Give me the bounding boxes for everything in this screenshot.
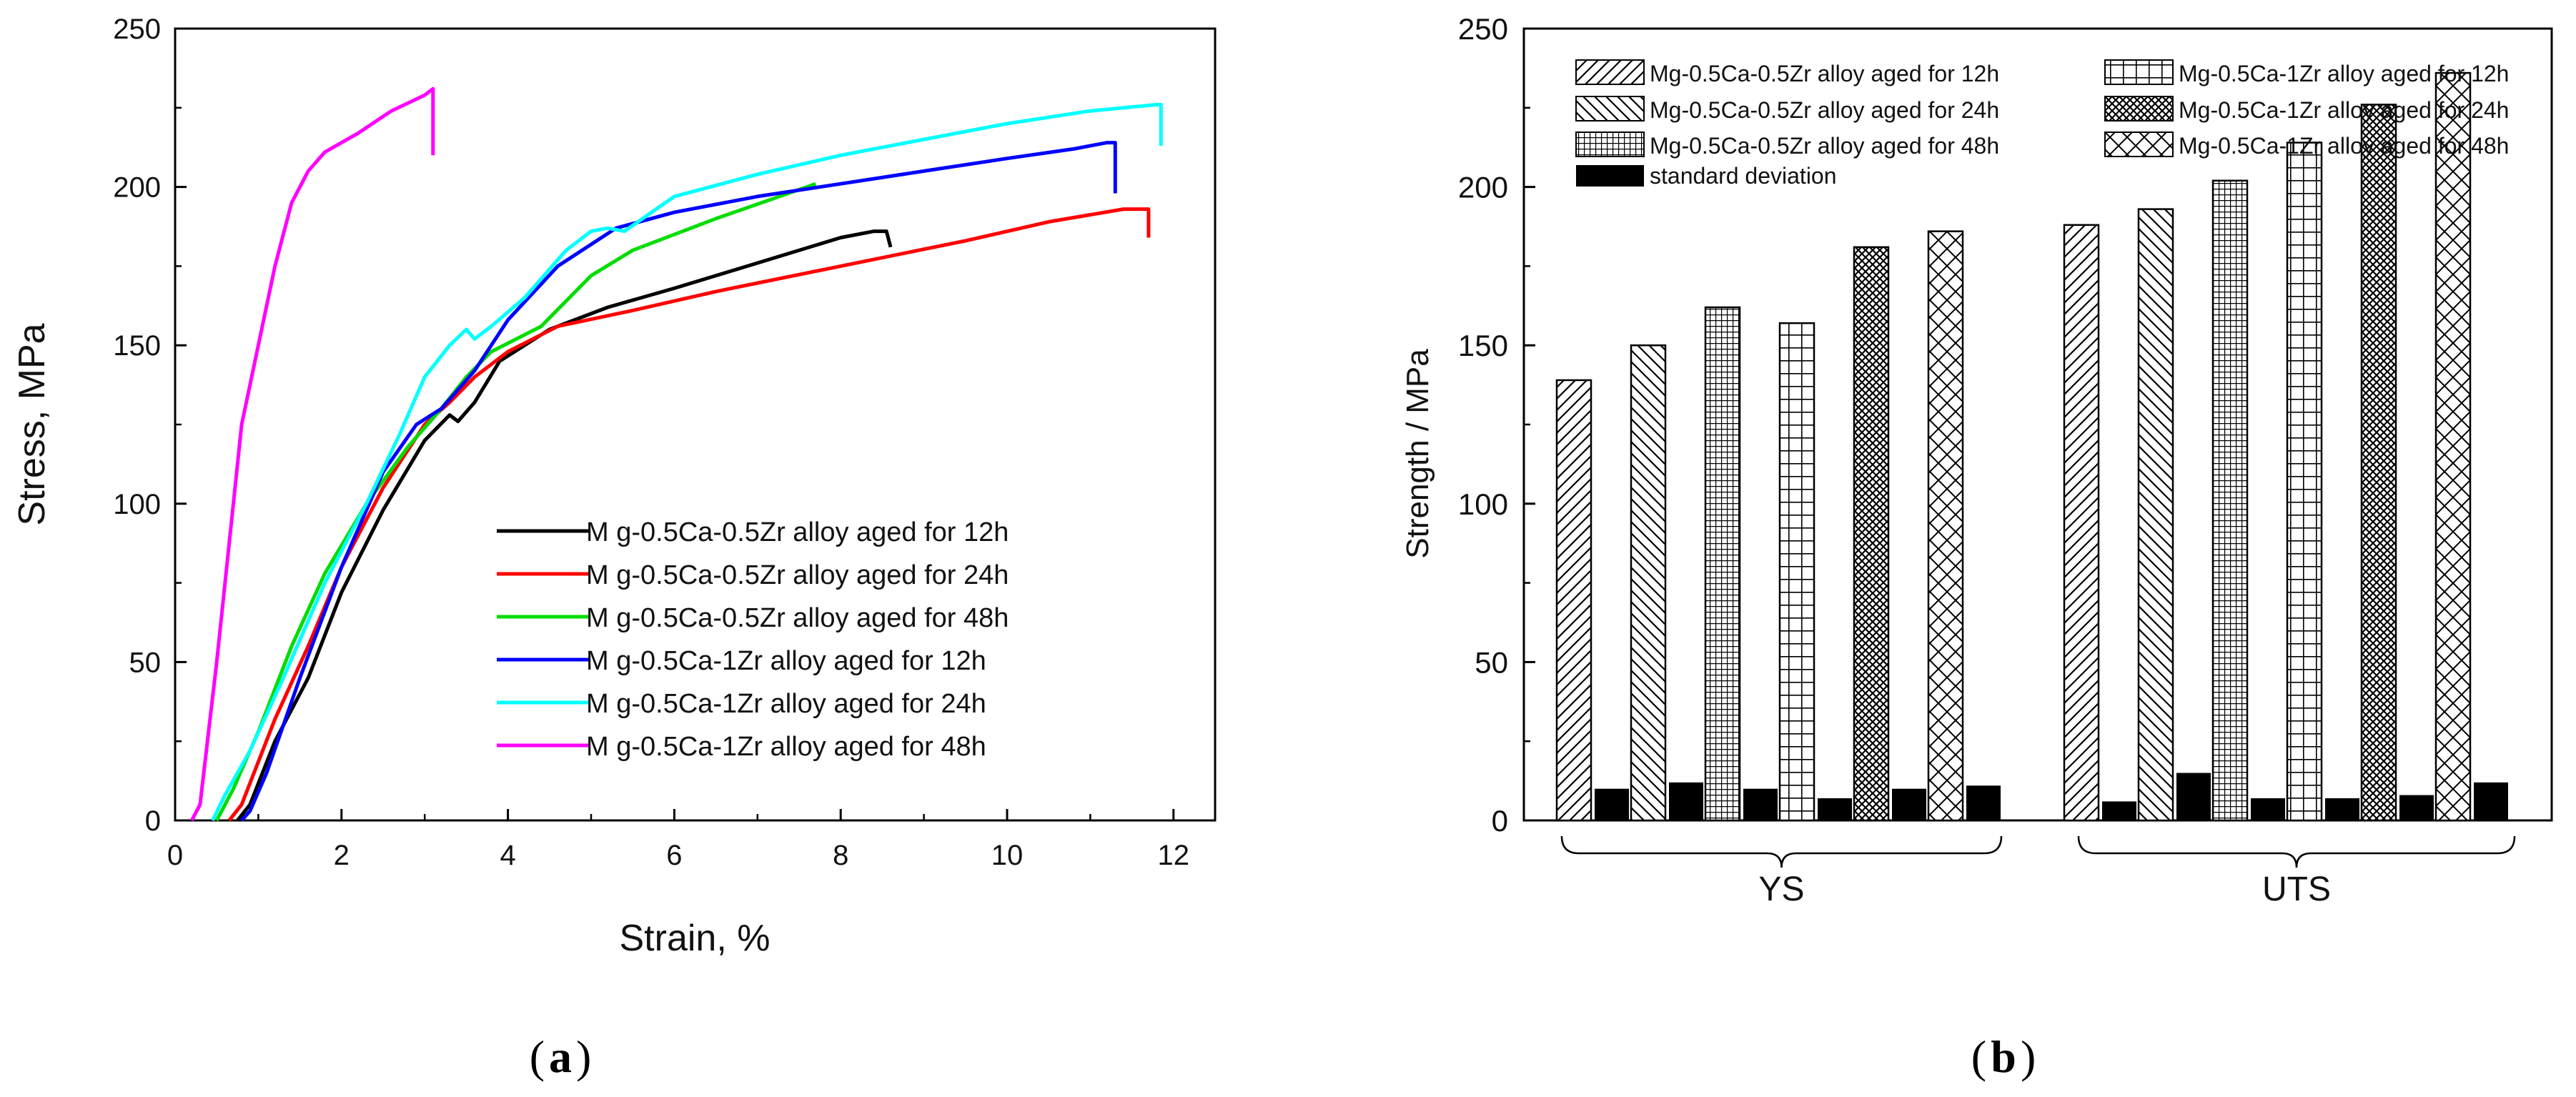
group-brace-ys — [1560, 835, 2003, 868]
std-bar-uts-2 — [2176, 773, 2211, 820]
bar-ys-3 — [1704, 306, 1741, 822]
legend-label-a-3: M g-0.5Ca-0.5Zr alloy aged for 48h — [586, 603, 1009, 633]
std-bar-uts-6 — [2474, 782, 2508, 820]
group-brace-uts — [2077, 835, 2516, 868]
bar-ys-4 — [1778, 322, 1815, 822]
y-tick-label-b: 50 — [1475, 645, 1508, 679]
bar-uts-6 — [2434, 71, 2472, 822]
bar-uts-5 — [2360, 104, 2397, 822]
series-line-4 — [240, 141, 1117, 822]
x-tick-label-a: 8 — [833, 840, 848, 871]
group-label-uts: UTS — [2262, 870, 2331, 908]
y-tick-label-b: 150 — [1458, 329, 1508, 362]
legend-b: Mg-0.5Ca-0.5Zr alloy aged for 12h Mg-0.5C… — [1575, 59, 2509, 189]
bars-b — [1555, 71, 2508, 822]
x-tick-label-a: 4 — [500, 840, 515, 871]
legend-label-a-2: M g-0.5Ca-0.5Zr alloy aged for 24h — [586, 560, 1009, 590]
bar-uts-2 — [2137, 208, 2174, 822]
std-bar-ys-3 — [1743, 788, 1778, 820]
legend-a: M g-0.5Ca-0.5Zr alloy aged for 12h M g-0.… — [497, 517, 1009, 762]
x-axis-label-a: Strain, % — [620, 918, 771, 959]
y-axis-a: 0 50 100 150 200 250 — [113, 14, 187, 837]
y-axis-b: 0 50 100 150 200 250 — [1458, 12, 1535, 838]
series-line-6 — [190, 86, 435, 822]
y-tick-label-a: 150 — [113, 330, 161, 362]
y-tick-label-a: 0 — [145, 805, 161, 837]
svg-text:(: ( — [530, 1031, 545, 1082]
std-bar-ys-4 — [1818, 798, 1852, 820]
bar-uts-3 — [2211, 179, 2249, 822]
std-bar-ys-6 — [1966, 785, 2001, 820]
legend-label-b-1: Mg-0.5Ca-0.5Zr alloy aged for 12h — [1650, 61, 1999, 86]
legend-label-a-5: M g-0.5Ca-1Zr alloy aged for 24h — [586, 689, 986, 719]
y-tick-label-a: 50 — [129, 647, 162, 678]
y-tick-label-a: 200 — [113, 172, 161, 204]
std-bar-ys-5 — [1892, 788, 1926, 820]
std-bar-uts-1 — [2102, 801, 2136, 820]
y-axis-label-b: Strength / MPa — [1400, 349, 1435, 559]
legend-label-b-2: Mg-0.5Ca-0.5Zr alloy aged for 24h — [1650, 97, 1999, 123]
std-bar-uts-3 — [2251, 798, 2285, 820]
std-bar-ys-1 — [1595, 788, 1629, 820]
legend-swatch-b-4 — [2104, 59, 2174, 85]
svg-text:(: ( — [1971, 1031, 1986, 1082]
legend-label-a-1: M g-0.5Ca-0.5Zr alloy aged for 12h — [586, 517, 1009, 547]
legend-label-a-4: M g-0.5Ca-1Zr alloy aged for 12h — [586, 646, 986, 676]
y-tick-label-b: 200 — [1458, 171, 1508, 204]
group-label-ys: YS — [1758, 870, 1804, 908]
y-tick-label-a: 100 — [113, 489, 161, 520]
legend-swatch-b-3 — [1575, 131, 1645, 157]
y-tick-label-b: 100 — [1458, 487, 1508, 521]
legend-label-b-6: Mg-0.5Ca-1Zr alloy aged for 48h — [2179, 133, 2509, 159]
bar-ys-1 — [1555, 379, 1592, 822]
y-tick-label-b: 250 — [1458, 12, 1508, 46]
series-line-3 — [214, 182, 817, 822]
legend-label-b-3: Mg-0.5Ca-0.5Zr alloy aged for 48h — [1650, 133, 1999, 159]
bar-ys-6 — [1927, 230, 1964, 822]
caption-letter-b: b — [1991, 1031, 2016, 1082]
legend-swatch-b-6 — [2104, 131, 2174, 157]
x-tick-label-a: 2 — [334, 840, 350, 871]
std-bar-uts-5 — [2399, 795, 2434, 820]
x-tick-label-a: 6 — [666, 840, 682, 871]
caption-b: ( b ) — [1971, 1031, 2036, 1082]
series-line-1 — [236, 229, 893, 822]
series-line-2 — [227, 207, 1151, 822]
x-axis-a: 0 2 4 6 8 10 12 — [167, 809, 1189, 871]
group-braces-b: YS UTS — [1560, 835, 2516, 908]
x-tick-label-a: 10 — [991, 840, 1024, 871]
svg-text:): ) — [2021, 1031, 2036, 1082]
legend-swatch-std — [1576, 165, 1644, 187]
y-tick-label-b: 0 — [1492, 804, 1508, 838]
legend-swatch-b-1 — [1575, 59, 1645, 85]
svg-text:): ) — [576, 1031, 591, 1082]
legend-label-std: standard deviation — [1650, 163, 1837, 189]
legend-swatch-b-5 — [2104, 96, 2174, 121]
legend-swatch-b-2 — [1575, 96, 1645, 121]
stress-strain-chart: 0 2 4 6 8 10 12 0 50 100 150 200 250 M g-0.5Ca-0.5Z… — [11, 14, 1217, 959]
x-tick-label-a: 0 — [167, 840, 183, 871]
strength-bar-chart: 0 50 100 150 200 250 YS UTS Mg-0.5Ca-0.5Zr all… — [1400, 12, 2553, 908]
bar-uts-4 — [2286, 142, 2323, 822]
caption-letter-a: a — [549, 1031, 572, 1082]
x-tick-label-a: 12 — [1158, 840, 1190, 871]
std-bar-uts-4 — [2325, 798, 2359, 820]
std-bar-ys-2 — [1669, 782, 1703, 820]
legend-label-b-5: Mg-0.5Ca-1Zr alloy aged for 24h — [2179, 97, 2509, 123]
caption-a: ( a ) — [530, 1031, 592, 1082]
legend-label-b-4: Mg-0.5Ca-1Zr alloy aged for 12h — [2179, 61, 2509, 86]
y-axis-label-a: Stress, MPa — [11, 323, 53, 525]
y-tick-label-a: 250 — [113, 14, 161, 45]
series-line-5 — [211, 102, 1163, 822]
legend-label-a-6: M g-0.5Ca-1Zr alloy aged for 48h — [586, 732, 986, 762]
bar-ys-5 — [1853, 246, 1890, 822]
series-lines-a — [190, 86, 1163, 822]
bar-ys-2 — [1630, 344, 1667, 822]
bar-uts-1 — [2063, 224, 2100, 822]
